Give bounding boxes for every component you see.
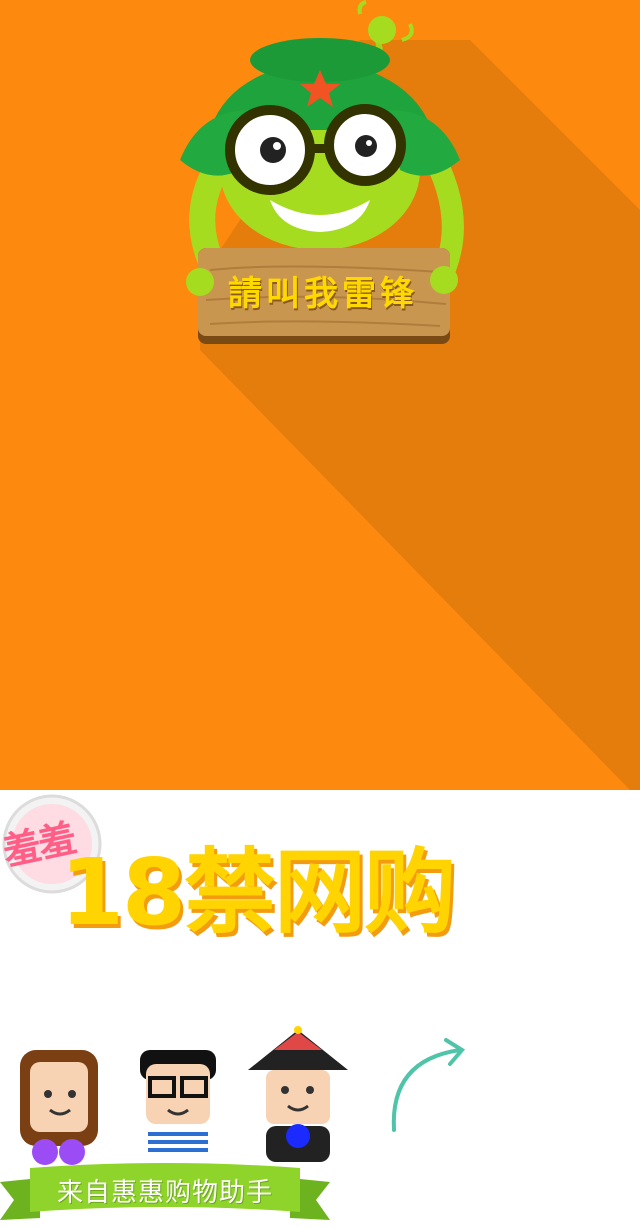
girl-avatar-icon bbox=[20, 1050, 98, 1165]
glasses-boy-avatar-icon bbox=[140, 1050, 216, 1158]
qing-official-avatar-icon bbox=[248, 1026, 348, 1162]
sign-text: 請叫我雷锋 bbox=[228, 274, 418, 314]
curved-arrow-icon bbox=[391, 1038, 466, 1132]
frog-mascot-icon bbox=[180, 0, 464, 344]
ribbon-text: 来自惠惠购物助手 bbox=[56, 1178, 273, 1208]
avatars-group bbox=[20, 1026, 348, 1165]
ribbon-banner bbox=[0, 1163, 330, 1220]
headline: 18禁网购 bbox=[60, 839, 456, 946]
stamp-circle-icon bbox=[2, 794, 102, 894]
hero-banner: 請叫我雷锋 bbox=[0, 0, 640, 790]
